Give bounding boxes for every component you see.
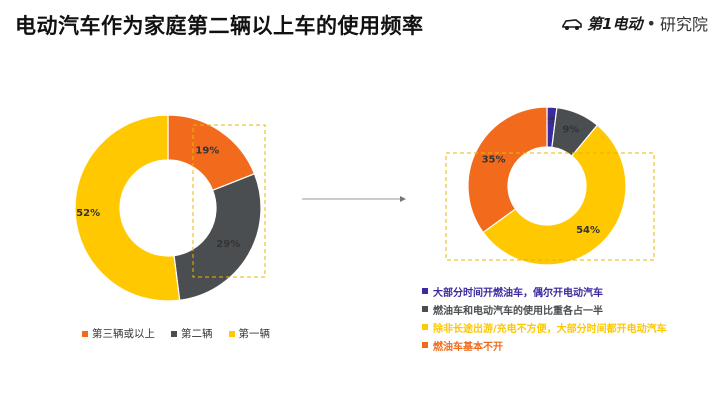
logo-brand: 第1电动 bbox=[587, 14, 643, 33]
highlight-box-right bbox=[445, 152, 655, 261]
slice-value-label: 2% bbox=[542, 116, 559, 127]
legend-swatch bbox=[422, 288, 428, 294]
legend-item: 大部分时间开燃油车，偶尔开电动汽车 bbox=[422, 282, 667, 300]
legend-swatch bbox=[422, 324, 428, 330]
legend-swatch bbox=[171, 330, 177, 337]
brand-logo: 第1电动 • 研究院 bbox=[561, 10, 708, 36]
legend-item: 第一辆 bbox=[228, 326, 271, 341]
donut-chart-usage-frequency: 2%9% 54% 35% bbox=[467, 106, 627, 266]
slice-value-label: 19% bbox=[195, 146, 219, 157]
legend-swatch bbox=[82, 330, 88, 337]
legend-swatch bbox=[228, 330, 235, 337]
legend-label: 第二辆 bbox=[181, 328, 213, 340]
arrow-connector bbox=[302, 196, 406, 202]
legend-label: 燃油车和电动汽车的使用比重各占一半 bbox=[433, 305, 603, 317]
donut-slice bbox=[467, 106, 548, 234]
legend-item: 第二辆 bbox=[171, 326, 213, 341]
legend-swatch bbox=[422, 342, 428, 348]
car-icon bbox=[562, 19, 582, 30]
legend-swatch bbox=[422, 306, 428, 312]
logo-institute: 研究院 bbox=[659, 15, 708, 34]
slice-value-label: 29% bbox=[216, 239, 240, 250]
legend-label: 大部分时间开燃油车，偶尔开电动汽车 bbox=[433, 287, 603, 299]
donut-slice bbox=[173, 172, 262, 301]
donut-chart-household-vehicle-rank: 19% 29% 52% bbox=[74, 114, 262, 302]
legend-left: 第三辆或以上 第二辆 第一辆 bbox=[82, 326, 270, 341]
slice-value-label: 54% bbox=[576, 225, 600, 236]
legend-right: 大部分时间开燃油车，偶尔开电动汽车 燃油车和电动汽车的使用比重各占一半除非长途出游… bbox=[422, 282, 667, 354]
legend-item: 除非长途出游/充电不方便，大部分时间都开电动汽车 bbox=[422, 318, 667, 336]
slice-value-label: 52% bbox=[76, 208, 100, 219]
highlight-box-left bbox=[192, 124, 266, 278]
donut-slice bbox=[482, 124, 627, 266]
legend-label: 第三辆或以上 bbox=[92, 328, 155, 340]
legend-label: 第一辆 bbox=[238, 328, 271, 340]
legend-label: 燃油车基本不开 bbox=[433, 341, 503, 353]
logo-separator: • bbox=[646, 13, 656, 33]
donut-slice bbox=[74, 114, 181, 302]
legend-item: 第三辆或以上 bbox=[82, 326, 155, 341]
legend-item: 燃油车基本不开 bbox=[422, 336, 667, 354]
slice-value-label: 35% bbox=[482, 154, 506, 165]
legend-item: 燃油车和电动汽车的使用比重各占一半 bbox=[422, 300, 667, 318]
slice-value-label: 9% bbox=[562, 124, 579, 135]
page-title: 电动汽车作为家庭第二辆以上车的使用频率 bbox=[15, 14, 424, 38]
legend-label: 除非长途出游/充电不方便，大部分时间都开电动汽车 bbox=[433, 323, 667, 335]
